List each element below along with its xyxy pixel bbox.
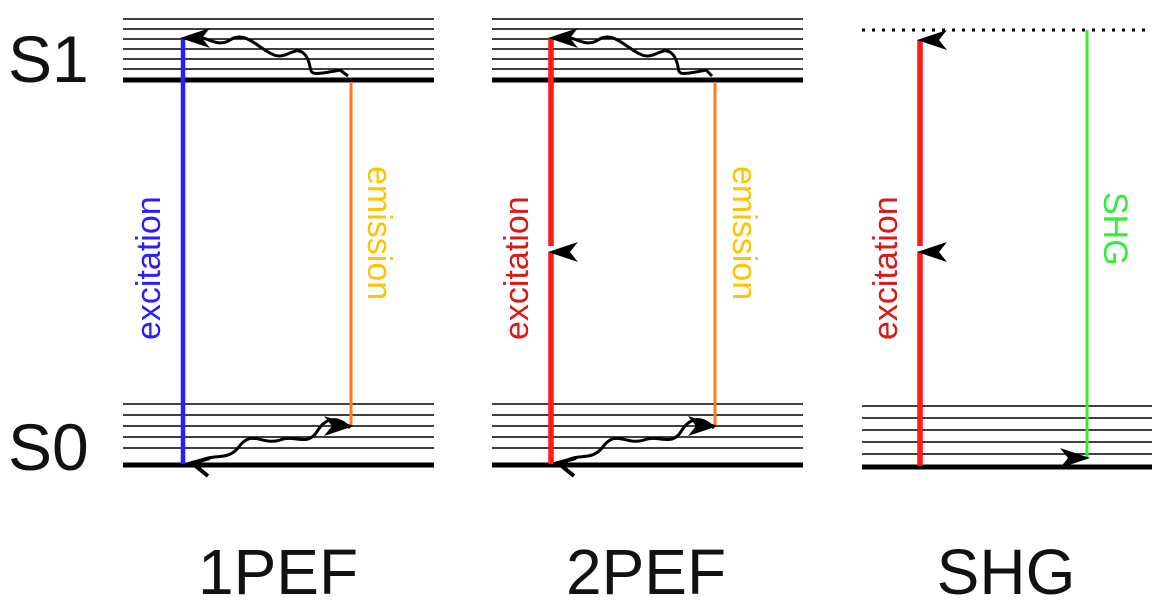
panel-shg: excitation SHG SHG bbox=[862, 28, 1152, 604]
s1-label: S1 bbox=[8, 22, 89, 96]
s0-levels bbox=[123, 403, 434, 468]
relaxation-wave-lower bbox=[195, 418, 352, 465]
shg-label: SHG bbox=[1096, 192, 1134, 266]
excitation-label: excitation bbox=[867, 196, 905, 340]
relaxation-wave-lower bbox=[561, 418, 716, 465]
s1-levels bbox=[492, 18, 803, 83]
relaxation-wave-upper bbox=[555, 34, 714, 78]
relaxation-wave-lower-head bbox=[553, 456, 577, 478]
panel-title-shg: SHG bbox=[937, 536, 1076, 604]
relaxation-wave-upper bbox=[187, 34, 349, 78]
excitation-label: excitation bbox=[130, 196, 168, 340]
panel-2pef: excitation emission 2PEF bbox=[492, 18, 803, 604]
relaxation-wave-lower-head bbox=[187, 456, 211, 478]
s0-levels bbox=[492, 403, 803, 468]
emission-label: emission bbox=[360, 166, 398, 300]
s1-levels bbox=[123, 18, 434, 83]
panel-title-1pef: 1PEF bbox=[198, 536, 358, 604]
excitation-label: excitation bbox=[498, 196, 536, 340]
s0-label: S0 bbox=[8, 410, 89, 484]
panel-title-2pef: 2PEF bbox=[566, 536, 726, 604]
emission-label: emission bbox=[725, 166, 763, 300]
panel-1pef: excitation emission 1PEF bbox=[123, 18, 434, 604]
s0-levels bbox=[862, 405, 1152, 470]
